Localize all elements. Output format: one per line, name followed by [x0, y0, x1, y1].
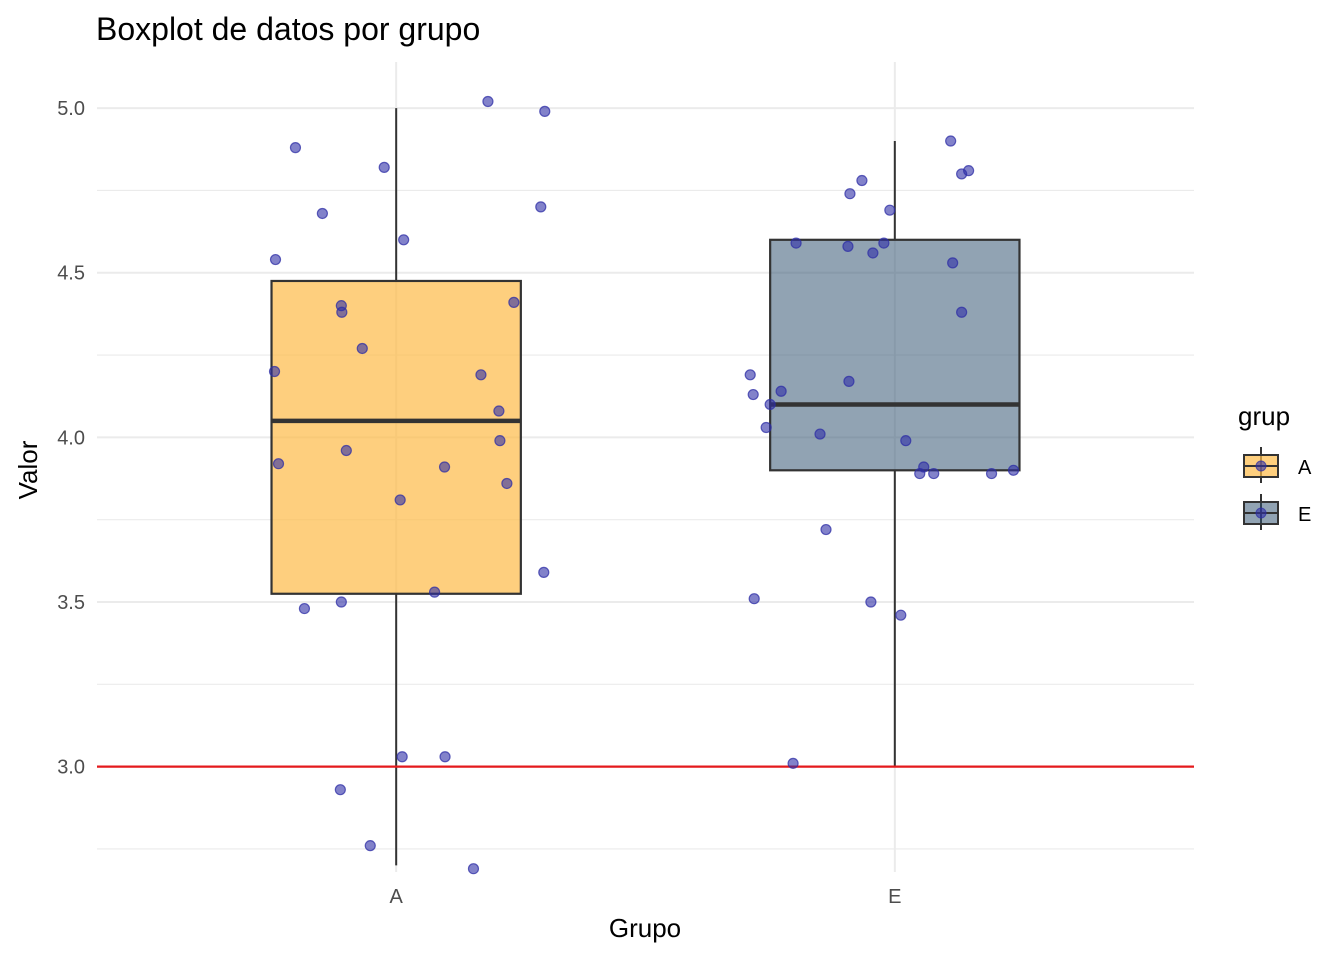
legend-label: A [1298, 457, 1312, 479]
data-point [482, 95, 494, 108]
data-point [956, 306, 968, 318]
data-point [947, 257, 959, 269]
data-point [269, 253, 282, 266]
data-point [335, 596, 347, 608]
data-point [268, 365, 281, 378]
data-point [843, 375, 855, 387]
legend-key-point [1255, 507, 1267, 519]
data-point [340, 444, 352, 457]
data-point [272, 458, 285, 470]
y-tick-label: 3.0 [57, 757, 85, 779]
data-point [884, 204, 896, 216]
data-point [790, 237, 802, 249]
data-point [963, 165, 975, 177]
x-tick-label: E [888, 886, 901, 908]
y-tick-label: 5.0 [57, 98, 85, 120]
data-point [396, 751, 408, 763]
data-point [747, 388, 759, 401]
legend: grup A E [1238, 401, 1312, 530]
data-point [336, 306, 348, 318]
data-point [334, 784, 346, 796]
data-point [298, 602, 311, 615]
data-point [760, 421, 772, 434]
y-tick-label: 4.0 [57, 427, 85, 449]
legend-entry-E: E [1243, 494, 1311, 530]
y-axis-label: Valor [13, 440, 43, 499]
data-point [539, 105, 551, 117]
data-point [820, 523, 832, 536]
data-point [764, 398, 776, 411]
chart-title: Boxplot de datos por grupo [96, 11, 480, 47]
data-point [867, 247, 879, 259]
box-iqr [270, 279, 522, 595]
data-point [439, 751, 451, 763]
data-point [945, 135, 957, 147]
points [268, 95, 1020, 875]
data-point [842, 240, 854, 252]
data-point [289, 142, 302, 154]
data-point [501, 477, 513, 490]
box-group-A [270, 108, 522, 866]
data-point [775, 385, 787, 397]
data-point [814, 428, 826, 440]
data-point [538, 566, 550, 578]
data-point [748, 593, 760, 605]
data-point [856, 174, 868, 187]
data-point [475, 369, 487, 381]
data-point [535, 201, 547, 213]
box-group-E [769, 141, 1021, 767]
data-point [844, 188, 856, 200]
grid [97, 62, 1194, 872]
y-tick-label: 4.5 [57, 263, 85, 285]
y-tick-labels: 3.0 3.5 4.0 4.5 5.0 [57, 98, 85, 779]
data-point [985, 467, 998, 480]
data-point [508, 296, 520, 308]
data-point [438, 461, 451, 473]
data-point [865, 596, 877, 608]
legend-title: grup [1238, 401, 1290, 431]
data-point [428, 586, 441, 598]
data-point [378, 161, 390, 173]
y-tick-label: 3.5 [57, 592, 85, 614]
boxes [270, 108, 1021, 866]
data-point [364, 840, 376, 852]
data-point [878, 237, 890, 249]
legend-label: E [1298, 504, 1311, 526]
data-point [895, 609, 907, 621]
legend-key-point [1255, 460, 1267, 472]
data-point [394, 494, 406, 506]
data-point [1007, 464, 1020, 476]
data-point [356, 342, 368, 355]
data-point [787, 757, 799, 769]
data-point [928, 467, 940, 480]
x-tick-label: A [390, 886, 404, 908]
box-iqr [769, 238, 1021, 472]
data-point [744, 369, 756, 381]
legend-entry-A: A [1243, 447, 1312, 483]
data-point [914, 467, 926, 480]
data-point [493, 405, 505, 417]
data-point [900, 435, 912, 447]
data-point [494, 435, 506, 447]
data-point [467, 863, 480, 875]
data-point [398, 234, 410, 246]
data-point [316, 207, 328, 220]
x-axis-label: Grupo [609, 913, 681, 943]
